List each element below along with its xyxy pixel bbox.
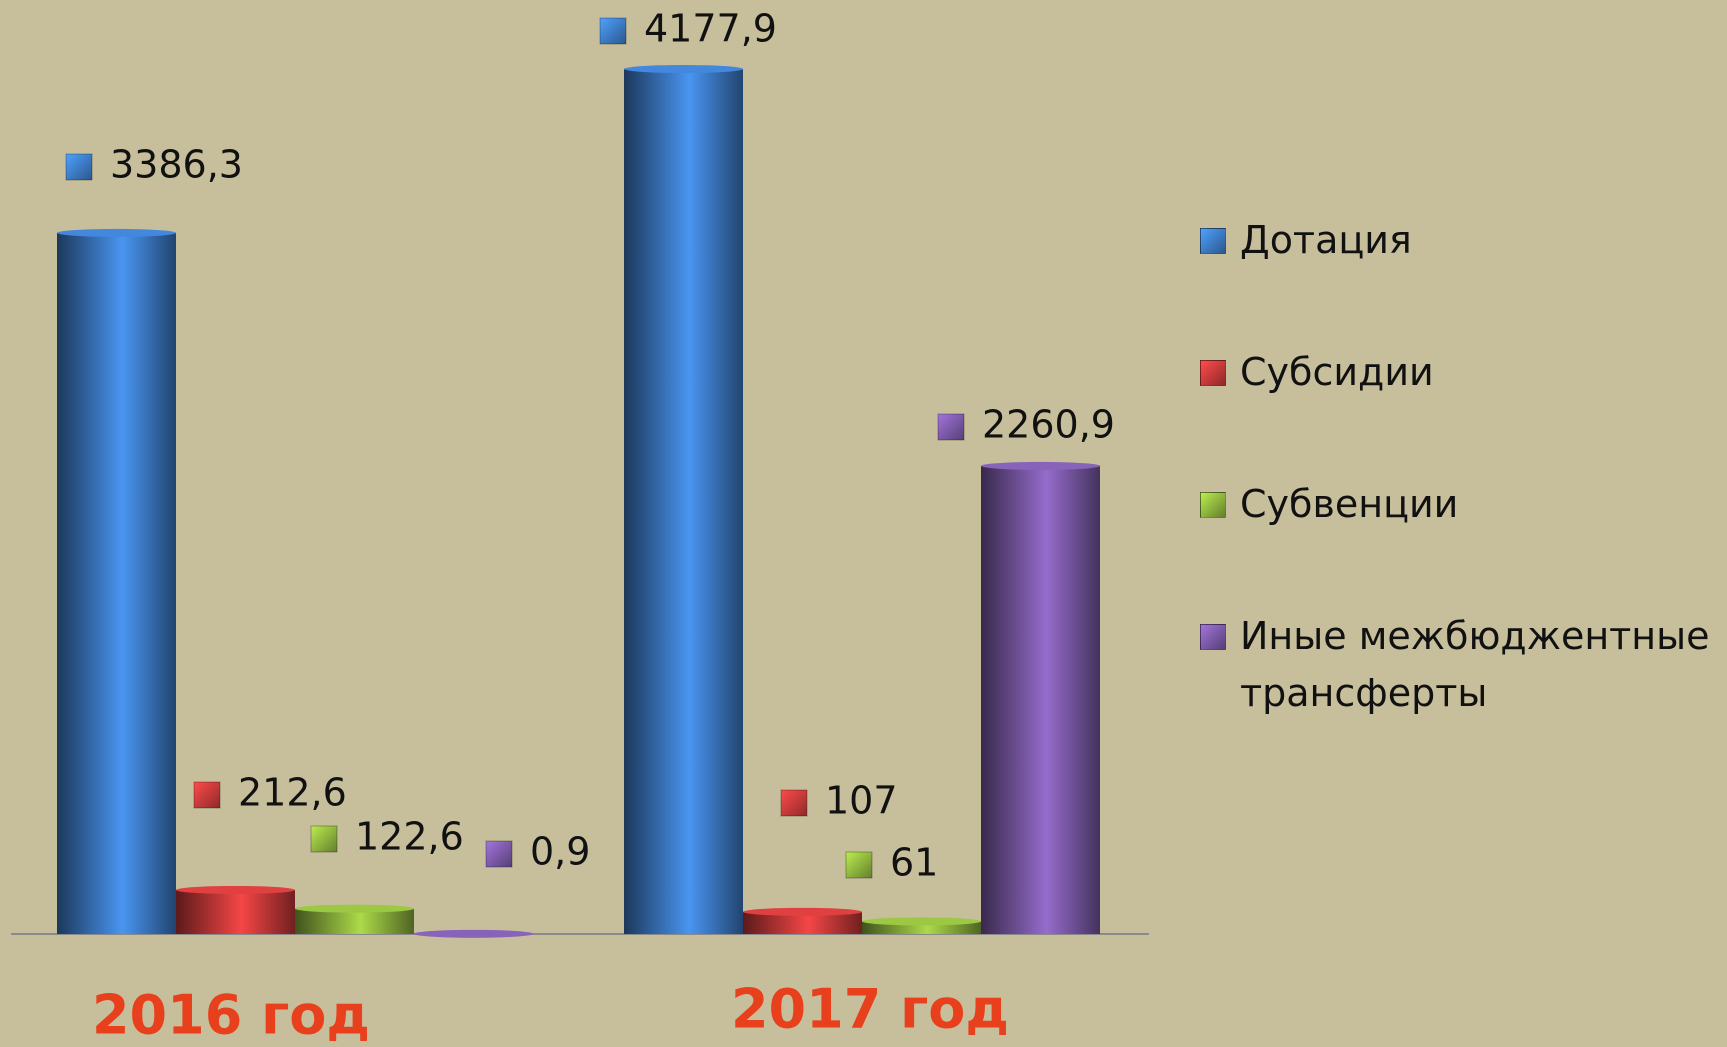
label-marker (845, 851, 873, 879)
value-label: 4177,9 (644, 7, 777, 51)
value-label: 212,6 (238, 771, 347, 815)
legend-item: Субсидии (1200, 344, 1720, 476)
value-label: 61 (890, 841, 938, 885)
bar (624, 65, 743, 934)
label-marker (65, 153, 93, 181)
legend-label: Дотация (1240, 218, 1412, 262)
value-label: 3386,3 (110, 143, 243, 187)
bar (981, 461, 1100, 934)
value-label: 107 (825, 779, 898, 823)
label-marker (485, 840, 513, 868)
value-label: 2260,9 (982, 403, 1115, 447)
legend-label: Субвенции (1240, 482, 1459, 526)
category-label: 2016 год (92, 984, 370, 1047)
category-label: 2017 год (731, 978, 1009, 1041)
legend-item: Иные межбюджентные трансферты (1200, 608, 1720, 740)
legend-item: Дотация (1200, 212, 1720, 344)
legend-swatch (1200, 492, 1226, 518)
bar (176, 885, 295, 934)
legend-label: Субсидии (1240, 350, 1434, 394)
legend-swatch (1200, 228, 1226, 254)
legend-swatch (1200, 360, 1226, 386)
label-marker (599, 17, 627, 45)
bar (57, 228, 176, 935)
bar (295, 904, 414, 934)
value-label: 0,9 (530, 830, 590, 874)
bar (862, 917, 981, 934)
bar (743, 907, 862, 934)
label-marker (937, 413, 965, 441)
label-marker (780, 789, 808, 817)
label-marker (310, 825, 338, 853)
bar (414, 929, 533, 938)
value-label: 122,6 (355, 815, 464, 859)
legend-label: Иные межбюджентные трансферты (1240, 614, 1710, 715)
legend: Дотация Субсидии Субвенции Иные межбюджентн… (1200, 212, 1720, 740)
label-marker (193, 781, 221, 809)
legend-item: Субвенции (1200, 476, 1720, 608)
legend-swatch (1200, 624, 1226, 650)
